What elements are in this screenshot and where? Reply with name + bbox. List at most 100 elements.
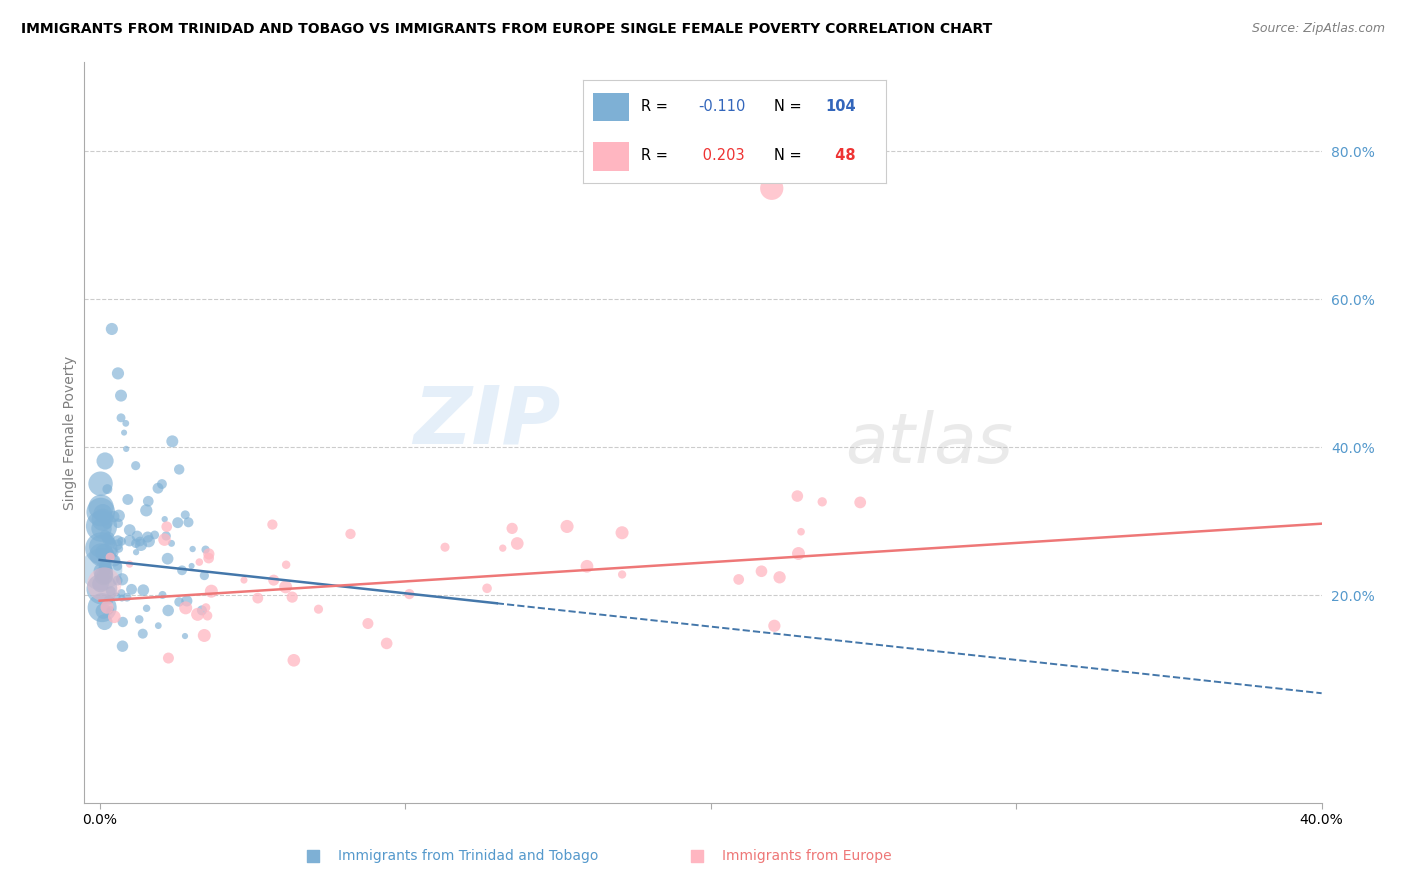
Point bbox=[132, 583, 155, 598]
Point bbox=[121, 582, 143, 597]
Point bbox=[610, 567, 633, 582]
Point bbox=[174, 629, 197, 643]
Point bbox=[136, 494, 159, 508]
Point bbox=[97, 533, 120, 547]
Point bbox=[135, 503, 157, 517]
Point bbox=[100, 534, 122, 549]
Point bbox=[375, 636, 398, 650]
Text: Immigrants from Trinidad and Tobago: Immigrants from Trinidad and Tobago bbox=[337, 849, 599, 863]
Point bbox=[91, 600, 114, 615]
Point bbox=[97, 547, 120, 561]
Point bbox=[115, 591, 138, 605]
Point bbox=[274, 580, 297, 594]
Text: 0.203: 0.203 bbox=[699, 148, 745, 163]
Point bbox=[763, 619, 786, 633]
Point bbox=[111, 591, 134, 605]
Point bbox=[143, 528, 166, 542]
Point bbox=[107, 533, 129, 548]
Point bbox=[181, 542, 204, 557]
Point bbox=[125, 458, 148, 473]
Point bbox=[727, 573, 749, 587]
Text: Source: ZipAtlas.com: Source: ZipAtlas.com bbox=[1251, 22, 1385, 36]
Point bbox=[94, 528, 117, 542]
Point bbox=[127, 529, 149, 543]
Point bbox=[110, 586, 132, 600]
Point bbox=[153, 533, 176, 547]
Point bbox=[790, 524, 813, 539]
Point bbox=[111, 615, 134, 629]
Point bbox=[357, 616, 380, 631]
Point bbox=[93, 564, 115, 578]
Bar bbox=[592, 142, 628, 170]
Point bbox=[501, 521, 523, 535]
Point bbox=[103, 609, 125, 624]
Text: N =: N = bbox=[773, 148, 806, 163]
Point bbox=[98, 550, 121, 565]
Point bbox=[233, 573, 256, 587]
Point bbox=[156, 519, 179, 533]
Point bbox=[118, 533, 141, 548]
Point bbox=[160, 536, 183, 550]
Point bbox=[475, 582, 498, 596]
Point bbox=[166, 516, 188, 530]
Point bbox=[100, 536, 122, 550]
Point bbox=[198, 547, 221, 561]
Point bbox=[174, 508, 197, 522]
Point bbox=[506, 536, 529, 550]
Point bbox=[96, 482, 118, 496]
Point bbox=[93, 577, 115, 591]
Text: N =: N = bbox=[773, 99, 806, 114]
Point bbox=[170, 563, 193, 577]
Point bbox=[153, 512, 176, 526]
Point bbox=[90, 577, 112, 591]
Point bbox=[91, 513, 114, 527]
Point bbox=[398, 587, 420, 601]
Point bbox=[90, 563, 112, 577]
Point bbox=[111, 572, 134, 586]
Text: atlas: atlas bbox=[845, 410, 1014, 477]
Text: R =: R = bbox=[641, 148, 672, 163]
Point bbox=[98, 605, 121, 619]
Point bbox=[128, 612, 150, 626]
Point bbox=[90, 521, 112, 535]
Point bbox=[768, 570, 790, 584]
Point bbox=[197, 551, 219, 566]
Point bbox=[167, 595, 190, 609]
Point bbox=[108, 541, 131, 556]
Point bbox=[132, 626, 155, 640]
Point bbox=[107, 574, 129, 588]
Point bbox=[118, 557, 141, 571]
Point bbox=[91, 507, 114, 521]
Point bbox=[283, 653, 305, 667]
Point bbox=[111, 639, 134, 653]
Text: 48: 48 bbox=[825, 148, 856, 163]
Point bbox=[156, 551, 179, 566]
Point bbox=[97, 561, 120, 575]
Point bbox=[787, 547, 810, 561]
Point bbox=[263, 573, 285, 587]
Point bbox=[200, 584, 222, 599]
Point bbox=[90, 548, 112, 562]
Point bbox=[97, 531, 120, 545]
Y-axis label: Single Female Poverty: Single Female Poverty bbox=[63, 356, 77, 509]
Point bbox=[751, 564, 773, 578]
Point bbox=[129, 534, 152, 549]
Point bbox=[107, 559, 129, 574]
Point bbox=[90, 541, 112, 556]
Point bbox=[93, 546, 115, 560]
Point bbox=[188, 555, 211, 569]
Text: IMMIGRANTS FROM TRINIDAD AND TOBAGO VS IMMIGRANTS FROM EUROPE SINGLE FEMALE POVE: IMMIGRANTS FROM TRINIDAD AND TOBAGO VS I… bbox=[21, 22, 993, 37]
Point bbox=[135, 601, 157, 615]
Point bbox=[110, 410, 132, 425]
Point bbox=[93, 568, 115, 582]
Text: -0.110: -0.110 bbox=[699, 99, 745, 114]
Text: 104: 104 bbox=[825, 99, 856, 114]
Point bbox=[114, 417, 136, 431]
Point bbox=[191, 603, 214, 617]
Point bbox=[117, 492, 139, 507]
Point bbox=[246, 591, 269, 606]
Point bbox=[339, 527, 361, 541]
Point bbox=[110, 389, 132, 403]
Point bbox=[308, 602, 330, 616]
Point bbox=[93, 569, 115, 583]
